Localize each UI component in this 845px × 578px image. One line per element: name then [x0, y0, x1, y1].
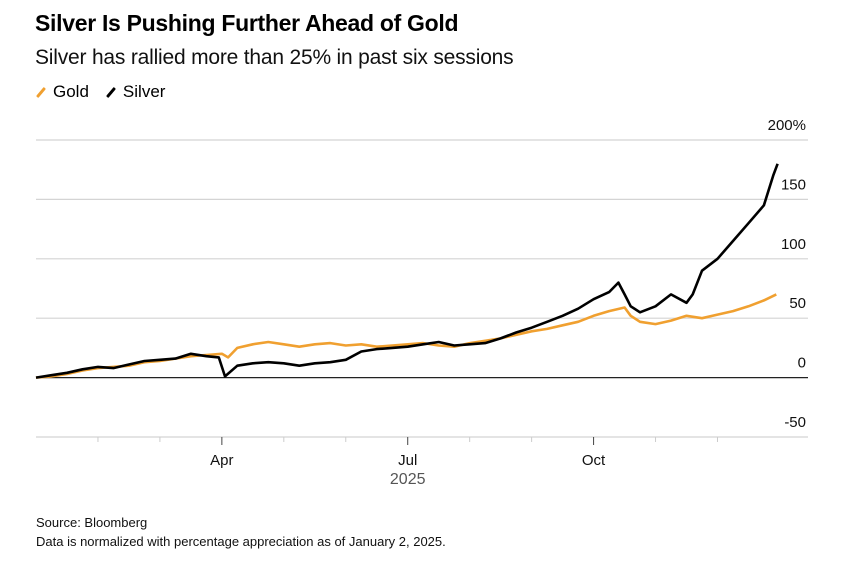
- x-tick-label: Apr: [210, 452, 233, 469]
- chart-subtitle: Silver has rallied more than 25% in past…: [35, 46, 514, 69]
- x-axis-year-label: 2025: [390, 471, 426, 488]
- legend-label-gold: Gold: [53, 82, 89, 101]
- normalization-note: Data is normalized with percentage appre…: [36, 534, 446, 549]
- series-line-silver: [35, 163, 779, 379]
- source-note: Source: Bloomberg: [36, 515, 148, 530]
- y-tick-label: 200%: [768, 117, 806, 134]
- y-tick-label: 50: [789, 295, 806, 312]
- y-tick-label: 100: [781, 236, 806, 253]
- legend-label-silver: Silver: [122, 82, 166, 101]
- series-line-gold: [35, 293, 777, 379]
- y-tick-label: 0: [798, 355, 806, 372]
- y-tick-label: -50: [784, 414, 806, 431]
- y-tick-label: 150: [781, 176, 806, 193]
- legend-item-gold: Gold: [35, 82, 89, 102]
- legend-item-silver: Silver: [105, 82, 166, 102]
- x-tick-label: Oct: [582, 452, 606, 469]
- legend: Gold Silver: [35, 82, 165, 102]
- x-tick-label: Jul: [398, 452, 417, 469]
- chart-title: Silver Is Pushing Further Ahead of Gold: [35, 10, 459, 36]
